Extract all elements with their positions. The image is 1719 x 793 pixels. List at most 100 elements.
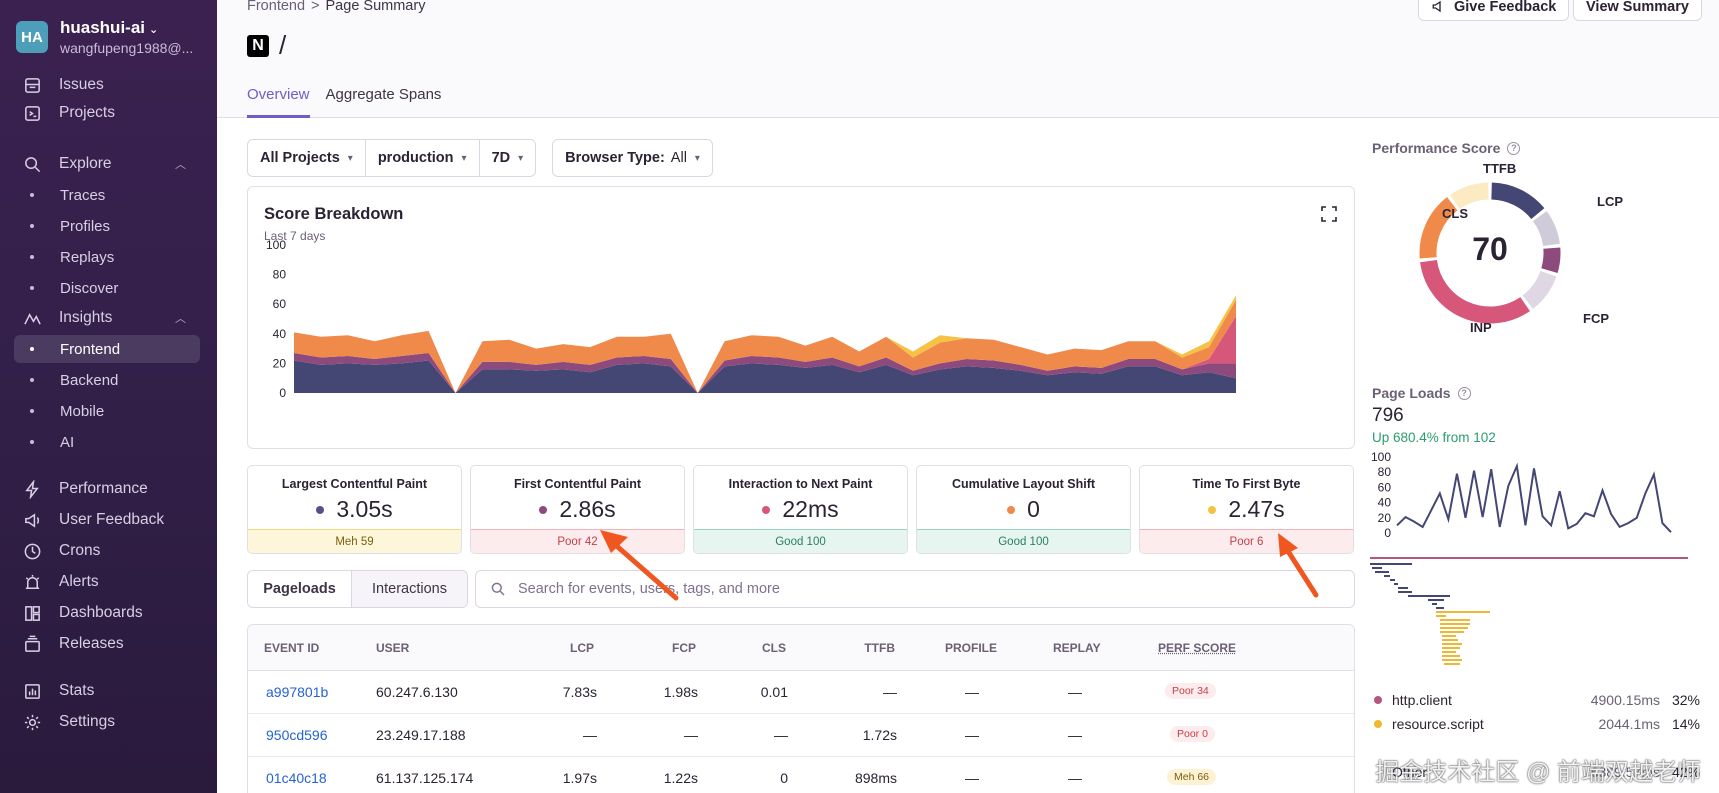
nav-insights-label: Insights [59,309,113,326]
nav-insights[interactable]: Insights ︿ [14,303,200,333]
nav-releases-label: Releases [59,635,124,652]
vital-card-lcp[interactable]: Largest Contentful Paint 3.05s Meh 59 [247,465,462,554]
perf-score-pill: Poor 34 [1165,683,1216,699]
y-tick-label: 20 [1378,511,1392,525]
project-filter[interactable]: All Projects ▾ [248,140,366,176]
nav-mobile[interactable]: Mobile [14,397,200,425]
ring-slice-fcp[interactable] [1541,247,1561,274]
nav-explore[interactable]: Explore ︿ [14,149,200,179]
table-row: 01c40c18 61.137.125.174 1.97s 1.22s 0 89… [248,757,1354,793]
package-icon [21,633,43,655]
vital-card-inp[interactable]: Interaction to Next Paint 22ms Good 100 [693,465,908,554]
clock-icon [21,540,43,562]
vital-name: Time To First Byte [1192,477,1301,491]
waterfall-span-bar [1394,583,1398,585]
nav-crons[interactable]: Crons [14,536,200,566]
nav-settings[interactable]: Settings [14,707,200,737]
nav-profiles[interactable]: Profiles [14,212,200,240]
perf-score-pill: Poor 0 [1170,726,1215,742]
nav-releases[interactable]: Releases [14,629,200,659]
vital-card-cls[interactable]: Cumulative Layout Shift 0 Good 100 [916,465,1131,554]
col-ttfb[interactable]: TTFB [864,641,895,655]
org-switcher[interactable]: HA huashui-ai ⌄ wangfupeng1988@... [16,18,200,56]
nav-frontend-label: Frontend [60,340,121,358]
filter-bar: All Projects ▾ production ▾ 7D ▾ Browser Ty… [247,139,713,177]
nav-frontend[interactable]: Frontend [14,335,200,363]
nav-issues[interactable]: Issues [14,70,200,100]
nav-dashboards[interactable]: Dashboards [14,598,200,628]
browser-type-filter[interactable]: Browser Type: All ▾ [553,140,712,176]
nav-alerts[interactable]: Alerts [14,567,200,597]
nav-ai[interactable]: AI [14,428,200,456]
col-replay[interactable]: REPLAY [1053,641,1101,655]
nav-replays[interactable]: Replays [14,243,200,271]
page-tabs: Overview Aggregate Spans [247,86,457,118]
event-search-input[interactable]: Search for events, users, tags, and more [475,570,1355,608]
cell-ttfb: 898ms [854,770,897,786]
waterfall-span-bar [1442,635,1456,637]
vital-card-fcp[interactable]: First Contentful Paint 2.86s Poor 42 [470,465,685,554]
span-waterfall [1370,557,1688,665]
ring-slice-cls[interactable] [1419,197,1458,259]
nav-traces-label: Traces [60,186,106,204]
y-tick-label: 80 [273,268,287,282]
tab-interactions[interactable]: Interactions [352,571,467,607]
ring-label-inp: INP [1470,320,1492,335]
view-summary-button[interactable]: View Summary [1573,0,1702,21]
ring-slice-lcp-remaining[interactable] [1532,211,1560,247]
page-loads-line [1396,462,1672,533]
breadcrumb-frontend[interactable]: Frontend [247,0,306,14]
expand-icon[interactable] [1320,205,1338,223]
environment-filter-label: production [377,150,454,166]
chevron-down-icon: ⌄ [149,24,159,36]
ring-slice-inp[interactable] [1420,259,1530,324]
vital-card-ttfb[interactable]: Time To First Byte 2.47s Poor 6 [1139,465,1354,554]
date-range-filter[interactable]: 7D ▾ [480,140,536,176]
nav-backend[interactable]: Backend [14,366,200,394]
vital-dot [539,505,548,514]
ring-slice-fcp-remaining[interactable] [1522,270,1557,309]
page-loads-change: Up 680.4% from 102 [1372,430,1496,445]
y-tick-label: 40 [273,327,287,341]
span-op-duration: 4900.15ms [1590,692,1660,708]
col-fcp[interactable]: FCP [672,641,696,655]
col-cls[interactable]: CLS [762,641,786,655]
tab-aggregate-spans[interactable]: Aggregate Spans [325,86,442,103]
page-loads-label: Page Loads? [1372,385,1471,401]
help-icon[interactable]: ? [1457,386,1471,400]
nav-projects[interactable]: Projects [14,98,200,128]
stats-icon [21,680,43,702]
ring-slice-ttfb[interactable] [1450,182,1489,210]
give-feedback-button[interactable]: Give Feedback [1418,0,1570,21]
col-event-id[interactable]: EVENT ID [264,641,320,655]
nav-performance-label: Performance [59,480,148,497]
nav-discover[interactable]: Discover [14,274,200,302]
nav-user-feedback[interactable]: User Feedback [14,505,200,535]
nav-traces[interactable]: Traces [14,181,200,209]
nav-performance[interactable]: Performance [14,474,200,504]
cell-ttfb: 1.72s [862,727,897,743]
tab-pageloads[interactable]: Pageloads [248,571,352,607]
y-tick-label: 80 [1378,465,1392,479]
help-icon[interactable]: ? [1507,141,1521,155]
col-user[interactable]: USER [376,641,410,655]
vital-value: 0 [1027,496,1040,522]
event-id-link[interactable]: 950cd596 [266,727,328,743]
col-lcp[interactable]: LCP [570,641,594,655]
col-profile[interactable]: PROFILE [945,641,998,655]
event-id-link[interactable]: a997801b [266,684,329,700]
col-perf-score[interactable]: PERF SCORE [1158,641,1237,655]
lightning-icon [21,478,43,500]
cell-cls: 0.01 [760,684,788,700]
vital-name: First Contentful Paint [513,477,642,491]
cell-profile: — [965,770,979,786]
waterfall-span-bar [1436,607,1444,609]
nav-alerts-label: Alerts [59,573,99,590]
ring-slice-lcp[interactable] [1491,182,1545,220]
tab-overview[interactable]: Overview [247,86,310,118]
environment-filter[interactable]: production ▾ [366,140,480,176]
event-id-link[interactable]: 01c40c18 [266,770,327,786]
perf-score-pill: Meh 66 [1167,769,1217,785]
nav-stats[interactable]: Stats [14,676,200,706]
